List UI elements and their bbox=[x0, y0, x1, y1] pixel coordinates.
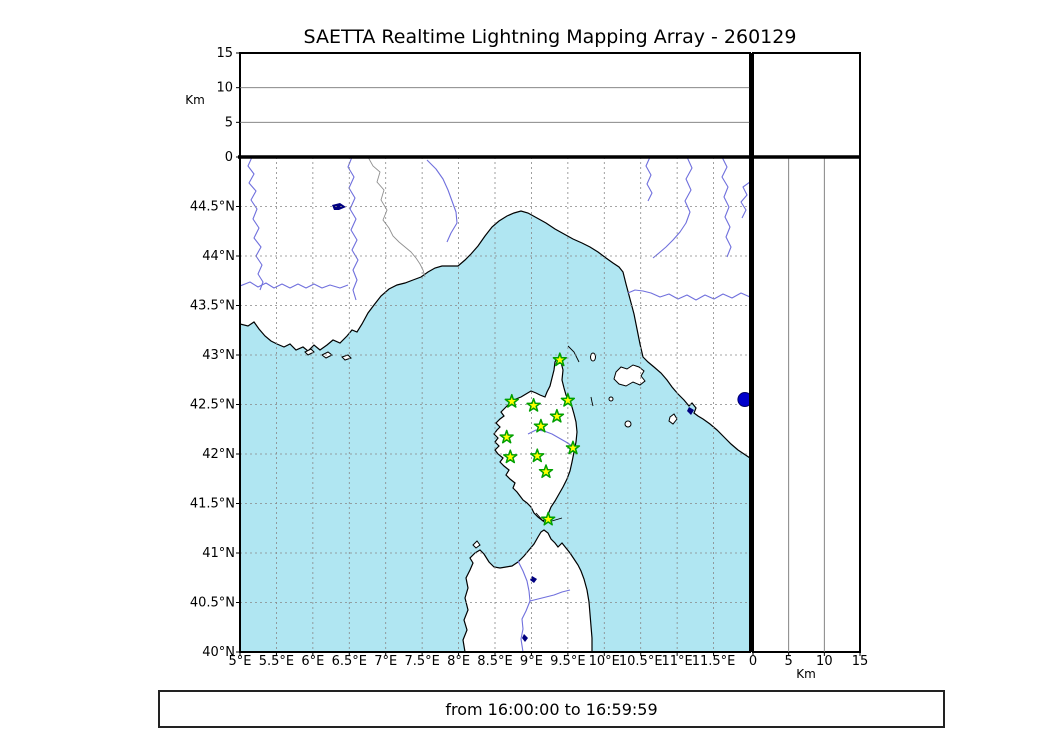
lat-tick-label: 41.5°N bbox=[190, 497, 235, 512]
station-star bbox=[499, 429, 514, 444]
station-star bbox=[530, 448, 545, 463]
station-star bbox=[560, 392, 576, 407]
pianosa-island bbox=[608, 396, 614, 402]
station-star bbox=[549, 408, 565, 423]
alt-tick-label-top: 10 bbox=[216, 81, 233, 96]
sardinia-island bbox=[463, 530, 592, 652]
lat-tick-label: 41°N bbox=[202, 546, 235, 561]
corsica-island bbox=[493, 356, 578, 522]
capraia-island bbox=[590, 352, 596, 362]
lon-tick-label: 9°E bbox=[520, 654, 543, 669]
alt-tick-label-top: 15 bbox=[216, 46, 233, 61]
montecristo-island bbox=[624, 420, 632, 428]
lon-tick-label: 7.5°E bbox=[404, 654, 439, 669]
station-star bbox=[533, 418, 549, 433]
altitude-panel-right bbox=[752, 156, 861, 653]
map-geography bbox=[240, 157, 750, 652]
axis-labels: 5°E 5.5°E 6°E 6.5°E 7°E 7.5°E 8°E 8.5°E 9°E 9.5°E… bbox=[190, 46, 868, 669]
lon-tick-label: 10°E bbox=[589, 654, 620, 669]
sardinia-coastline bbox=[462, 529, 593, 652]
lon-tick-label: 5.5°E bbox=[259, 654, 294, 669]
country-border bbox=[367, 157, 426, 278]
station-star bbox=[540, 511, 556, 526]
asinara-island bbox=[472, 540, 481, 549]
panel-divider-lines bbox=[238, 53, 860, 652]
lon-tick-label: 9.5°E bbox=[550, 654, 585, 669]
time-range-box: from 16:00:00 to 16:59:59 bbox=[158, 690, 945, 728]
altitude-panel-top bbox=[239, 52, 751, 158]
alt-tick-label-top: 0 bbox=[225, 150, 233, 165]
lakes bbox=[332, 203, 694, 642]
map-gridlines bbox=[240, 157, 750, 652]
continent-land bbox=[240, 157, 750, 458]
time-range-text: from 16:00:00 to 16:59:59 bbox=[445, 699, 658, 719]
rivers bbox=[240, 157, 750, 652]
lat-tick-label: 43°N bbox=[202, 348, 235, 363]
lat-tick-label: 43.5°N bbox=[190, 299, 235, 314]
lon-tick-label: 11.5°E bbox=[692, 654, 736, 669]
lon-tick-label: 6.5°E bbox=[332, 654, 367, 669]
lat-tick-label: 40°N bbox=[202, 645, 235, 660]
giglio-island bbox=[668, 413, 678, 425]
km-label-top: Km bbox=[185, 93, 205, 107]
top-panel-gridlines bbox=[240, 87, 750, 123]
elba-island bbox=[613, 364, 646, 387]
alt-tick-label-right: 10 bbox=[816, 654, 833, 669]
lat-tick-label: 42.5°N bbox=[190, 398, 235, 413]
event-dot bbox=[737, 392, 750, 408]
station-markers bbox=[499, 352, 581, 526]
lat-tick-label: 44.5°N bbox=[190, 200, 235, 215]
event-marker-layer bbox=[737, 392, 750, 408]
station-star bbox=[503, 449, 518, 464]
km-label-right: Km bbox=[796, 667, 816, 681]
lon-tick-label: 7°E bbox=[374, 654, 397, 669]
alt-tick-label-top: 5 bbox=[225, 115, 233, 130]
lon-tick-label: 6°E bbox=[301, 654, 324, 669]
lon-tick-label: 8°E bbox=[447, 654, 470, 669]
alt-tick-label-right: 15 bbox=[852, 654, 869, 669]
station-star bbox=[565, 440, 581, 455]
station-star bbox=[538, 464, 554, 479]
right-panel-gridlines bbox=[788, 157, 825, 652]
lat-tick-label: 44°N bbox=[202, 249, 235, 264]
station-star bbox=[552, 352, 568, 367]
alt-tick-label-right: 5 bbox=[785, 654, 793, 669]
lon-tick-label: 11°E bbox=[662, 654, 693, 669]
axis-ticks bbox=[236, 52, 861, 656]
station-star bbox=[504, 393, 519, 408]
corner-panel bbox=[752, 52, 861, 158]
alt-tick-label-right: 0 bbox=[749, 654, 757, 669]
lon-tick-label: 10.5°E bbox=[619, 654, 663, 669]
station-star bbox=[526, 397, 541, 412]
figure-title: SAETTA Realtime Lightning Mapping Array … bbox=[303, 26, 797, 48]
lat-tick-label: 42°N bbox=[202, 447, 235, 462]
lat-tick-label: 40.5°N bbox=[190, 596, 235, 611]
lon-tick-label: 8.5°E bbox=[477, 654, 512, 669]
lon-tick-label: 5°E bbox=[229, 654, 252, 669]
continent-coastline bbox=[240, 210, 750, 459]
